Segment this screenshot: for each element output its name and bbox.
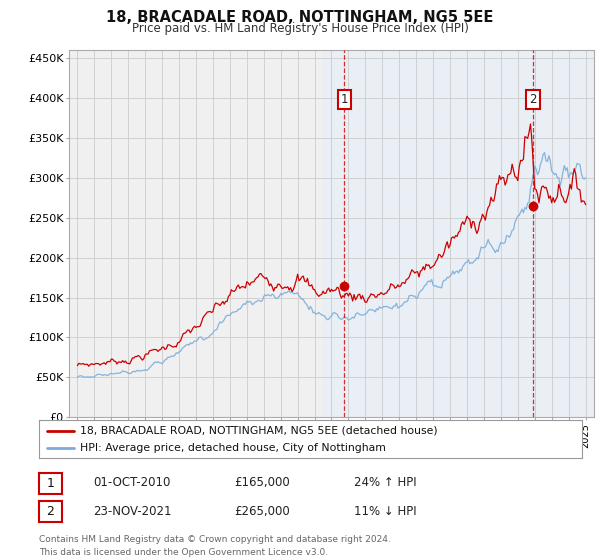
Text: Price paid vs. HM Land Registry's House Price Index (HPI): Price paid vs. HM Land Registry's House … [131, 22, 469, 35]
Text: 11% ↓ HPI: 11% ↓ HPI [354, 505, 416, 518]
Text: £265,000: £265,000 [234, 505, 290, 518]
Bar [323, 50, 594, 417]
Text: 1: 1 [340, 94, 348, 106]
Text: 18, BRACADALE ROAD, NOTTINGHAM, NG5 5EE (detached house): 18, BRACADALE ROAD, NOTTINGHAM, NG5 5EE … [80, 426, 437, 436]
Text: 2: 2 [46, 505, 55, 519]
Text: Contains HM Land Registry data © Crown copyright and database right 2024.
This d: Contains HM Land Registry data © Crown c… [39, 535, 391, 557]
Text: 24% ↑ HPI: 24% ↑ HPI [354, 476, 416, 489]
Text: 2: 2 [529, 94, 537, 106]
Text: HPI: Average price, detached house, City of Nottingham: HPI: Average price, detached house, City… [80, 443, 386, 453]
Text: 01-OCT-2010: 01-OCT-2010 [93, 476, 170, 489]
Text: 18, BRACADALE ROAD, NOTTINGHAM, NG5 5EE: 18, BRACADALE ROAD, NOTTINGHAM, NG5 5EE [106, 10, 494, 25]
Text: 23-NOV-2021: 23-NOV-2021 [93, 505, 172, 518]
Text: 1: 1 [46, 477, 55, 490]
Text: £165,000: £165,000 [234, 476, 290, 489]
